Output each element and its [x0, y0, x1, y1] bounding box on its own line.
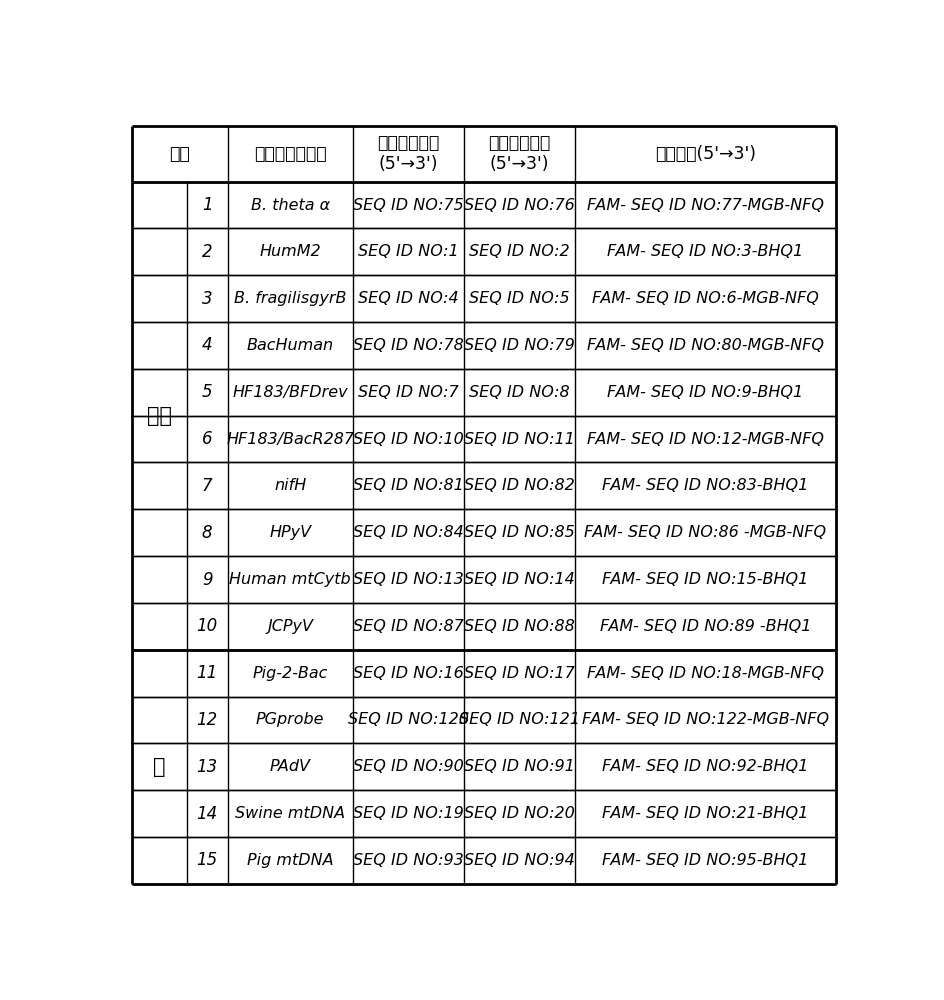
Text: SEQ ID NO:8: SEQ ID NO:8: [469, 385, 570, 400]
Text: 人类: 人类: [147, 406, 172, 426]
Text: 7: 7: [202, 477, 212, 495]
Text: FAM- SEQ ID NO:12-MGB-NFQ: FAM- SEQ ID NO:12-MGB-NFQ: [587, 432, 824, 447]
Text: SEQ ID NO:94: SEQ ID NO:94: [464, 853, 575, 868]
Text: SEQ ID NO:10: SEQ ID NO:10: [353, 432, 464, 447]
Text: FAM- SEQ ID NO:95-BHQ1: FAM- SEQ ID NO:95-BHQ1: [602, 853, 809, 868]
Text: SEQ ID NO:88: SEQ ID NO:88: [464, 619, 575, 634]
Text: FAM- SEQ ID NO:80-MGB-NFQ: FAM- SEQ ID NO:80-MGB-NFQ: [587, 338, 824, 353]
Text: FAM- SEQ ID NO:9-BHQ1: FAM- SEQ ID NO:9-BHQ1: [607, 385, 803, 400]
Text: 6: 6: [202, 430, 212, 448]
Text: FAM- SEQ ID NO:92-BHQ1: FAM- SEQ ID NO:92-BHQ1: [602, 759, 809, 774]
Text: SEQ ID NO:1: SEQ ID NO:1: [358, 244, 459, 259]
Text: BacHuman: BacHuman: [246, 338, 334, 353]
Text: SEQ ID NO:120: SEQ ID NO:120: [348, 712, 469, 727]
Text: 1: 1: [202, 196, 212, 214]
Text: SEQ ID NO:7: SEQ ID NO:7: [358, 385, 459, 400]
Text: FAM- SEQ ID NO:122-MGB-NFQ: FAM- SEQ ID NO:122-MGB-NFQ: [582, 712, 829, 727]
Text: Swine mtDNA: Swine mtDNA: [235, 806, 346, 821]
Text: FAM- SEQ ID NO:77-MGB-NFQ: FAM- SEQ ID NO:77-MGB-NFQ: [587, 198, 824, 213]
Text: Pig mtDNA: Pig mtDNA: [247, 853, 333, 868]
Text: SEQ ID NO:81: SEQ ID NO:81: [353, 478, 464, 493]
Text: SEQ ID NO:87: SEQ ID NO:87: [353, 619, 464, 634]
Text: PAdV: PAdV: [270, 759, 311, 774]
Text: 11: 11: [196, 664, 218, 682]
Text: 9: 9: [202, 571, 212, 589]
Text: 12: 12: [196, 711, 218, 729]
Text: SEQ ID NO:17: SEQ ID NO:17: [464, 666, 575, 681]
Text: B. theta α: B. theta α: [251, 198, 329, 213]
Text: 宿主: 宿主: [169, 145, 190, 163]
Text: SEQ ID NO:85: SEQ ID NO:85: [464, 525, 575, 540]
Text: SEQ ID NO:78: SEQ ID NO:78: [353, 338, 464, 353]
Text: 猪: 猪: [153, 757, 165, 777]
Text: FAM- SEQ ID NO:86 -MGB-NFQ: FAM- SEQ ID NO:86 -MGB-NFQ: [584, 525, 827, 540]
Text: SEQ ID NO:14: SEQ ID NO:14: [464, 572, 575, 587]
Text: SEQ ID NO:75: SEQ ID NO:75: [353, 198, 464, 213]
Text: FAM- SEQ ID NO:18-MGB-NFQ: FAM- SEQ ID NO:18-MGB-NFQ: [587, 666, 824, 681]
Text: SEQ ID NO:84: SEQ ID NO:84: [353, 525, 464, 540]
Text: 13: 13: [196, 758, 218, 776]
Text: SEQ ID NO:121: SEQ ID NO:121: [459, 712, 581, 727]
Text: FAM- SEQ ID NO:83-BHQ1: FAM- SEQ ID NO:83-BHQ1: [602, 478, 809, 493]
Text: FAM- SEQ ID NO:15-BHQ1: FAM- SEQ ID NO:15-BHQ1: [602, 572, 809, 587]
Text: SEQ ID NO:79: SEQ ID NO:79: [464, 338, 575, 353]
Text: 10: 10: [196, 617, 218, 635]
Text: 2: 2: [202, 243, 212, 261]
Text: nifH: nifH: [274, 478, 307, 493]
Text: SEQ ID NO:13: SEQ ID NO:13: [353, 572, 464, 587]
Text: SEQ ID NO:76: SEQ ID NO:76: [464, 198, 575, 213]
Text: FAM- SEQ ID NO:89 -BHQ1: FAM- SEQ ID NO:89 -BHQ1: [599, 619, 811, 634]
Text: SEQ ID NO:19: SEQ ID NO:19: [353, 806, 464, 821]
Text: HF183/BFDrev: HF183/BFDrev: [232, 385, 348, 400]
Text: 分子标记物名称: 分子标记物名称: [254, 145, 327, 163]
Text: B. fragilisgyrB: B. fragilisgyrB: [234, 291, 346, 306]
Text: 反向引物序列
(5'→3'): 反向引物序列 (5'→3'): [489, 134, 550, 173]
Text: JCPyV: JCPyV: [267, 619, 313, 634]
Text: FAM- SEQ ID NO:21-BHQ1: FAM- SEQ ID NO:21-BHQ1: [602, 806, 809, 821]
Text: 4: 4: [202, 336, 212, 354]
Text: Human mtCytb: Human mtCytb: [229, 572, 351, 587]
Text: 14: 14: [196, 805, 218, 823]
Text: 探针序列(5'→3'): 探针序列(5'→3'): [655, 145, 756, 163]
Text: 3: 3: [202, 290, 212, 308]
Text: SEQ ID NO:2: SEQ ID NO:2: [469, 244, 570, 259]
Text: PGprobe: PGprobe: [256, 712, 325, 727]
Text: HumM2: HumM2: [260, 244, 321, 259]
Text: SEQ ID NO:11: SEQ ID NO:11: [464, 432, 575, 447]
Text: 8: 8: [202, 524, 212, 542]
Text: HF183/BacR287: HF183/BacR287: [227, 432, 354, 447]
Text: SEQ ID NO:5: SEQ ID NO:5: [469, 291, 570, 306]
Text: Pig-2-Bac: Pig-2-Bac: [253, 666, 328, 681]
Text: 5: 5: [202, 383, 212, 401]
Text: FAM- SEQ ID NO:3-BHQ1: FAM- SEQ ID NO:3-BHQ1: [607, 244, 803, 259]
Text: SEQ ID NO:4: SEQ ID NO:4: [358, 291, 459, 306]
Text: SEQ ID NO:20: SEQ ID NO:20: [464, 806, 575, 821]
Text: SEQ ID NO:91: SEQ ID NO:91: [464, 759, 575, 774]
Text: SEQ ID NO:82: SEQ ID NO:82: [464, 478, 575, 493]
Text: 正向引物序列
(5'→3'): 正向引物序列 (5'→3'): [378, 134, 440, 173]
Text: FAM- SEQ ID NO:6-MGB-NFQ: FAM- SEQ ID NO:6-MGB-NFQ: [592, 291, 818, 306]
Text: HPyV: HPyV: [269, 525, 312, 540]
Text: SEQ ID NO:90: SEQ ID NO:90: [353, 759, 464, 774]
Text: SEQ ID NO:16: SEQ ID NO:16: [353, 666, 464, 681]
Text: SEQ ID NO:93: SEQ ID NO:93: [353, 853, 464, 868]
Text: 15: 15: [196, 851, 218, 869]
